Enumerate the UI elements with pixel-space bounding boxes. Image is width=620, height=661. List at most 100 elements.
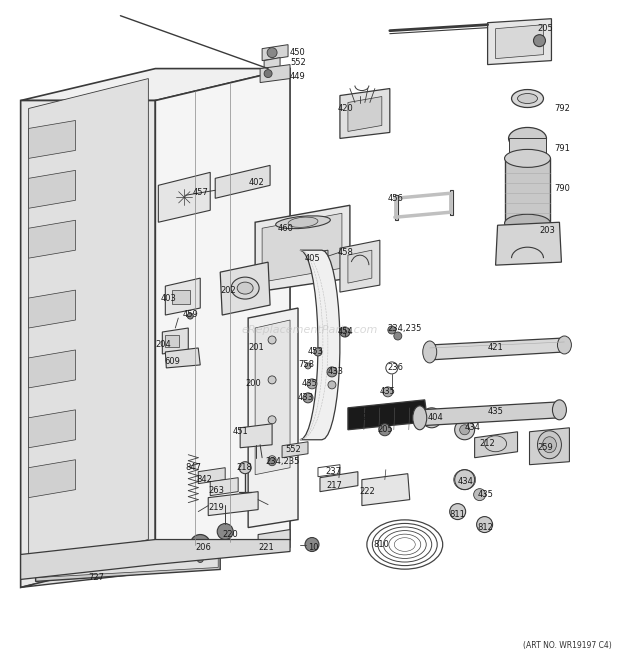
Polygon shape xyxy=(300,250,340,440)
Text: 552: 552 xyxy=(285,446,301,454)
Text: 421: 421 xyxy=(487,344,503,352)
Circle shape xyxy=(268,457,276,466)
Ellipse shape xyxy=(538,431,562,459)
Circle shape xyxy=(268,376,276,384)
Circle shape xyxy=(190,535,210,555)
Polygon shape xyxy=(348,250,372,283)
Text: 202: 202 xyxy=(220,286,236,295)
Polygon shape xyxy=(210,478,238,496)
Polygon shape xyxy=(198,468,225,484)
Polygon shape xyxy=(20,69,290,100)
Ellipse shape xyxy=(231,277,259,299)
Polygon shape xyxy=(248,308,298,527)
Circle shape xyxy=(328,381,336,389)
Text: 10: 10 xyxy=(308,543,319,552)
Ellipse shape xyxy=(552,400,567,420)
Text: 259: 259 xyxy=(538,444,553,452)
Polygon shape xyxy=(20,100,156,588)
Text: 792: 792 xyxy=(554,104,570,113)
Polygon shape xyxy=(260,65,290,83)
Text: 201: 201 xyxy=(248,344,264,352)
Polygon shape xyxy=(29,220,76,258)
Polygon shape xyxy=(29,120,76,159)
Polygon shape xyxy=(166,278,200,315)
Text: 433: 433 xyxy=(328,368,344,376)
Text: 234,235: 234,235 xyxy=(388,323,422,332)
Text: 435: 435 xyxy=(302,379,318,389)
Polygon shape xyxy=(487,19,551,65)
Polygon shape xyxy=(362,474,410,506)
Text: 402: 402 xyxy=(248,178,264,187)
Ellipse shape xyxy=(276,216,330,229)
Text: 404: 404 xyxy=(428,413,443,422)
Ellipse shape xyxy=(288,217,318,227)
Circle shape xyxy=(217,524,233,539)
Text: 609: 609 xyxy=(164,358,180,366)
Text: eReplacementParts.com: eReplacementParts.com xyxy=(242,325,378,336)
Text: 205: 205 xyxy=(538,24,553,33)
Text: 237: 237 xyxy=(325,467,341,476)
Polygon shape xyxy=(29,171,76,208)
Circle shape xyxy=(459,425,469,435)
Circle shape xyxy=(477,517,493,533)
Text: 219: 219 xyxy=(208,503,224,512)
Polygon shape xyxy=(395,195,398,220)
Polygon shape xyxy=(156,69,290,555)
Ellipse shape xyxy=(413,406,427,430)
Circle shape xyxy=(485,406,498,418)
Polygon shape xyxy=(255,206,350,292)
Polygon shape xyxy=(320,472,358,492)
Text: 810: 810 xyxy=(374,540,390,549)
Text: 459: 459 xyxy=(182,309,198,319)
Polygon shape xyxy=(348,400,428,430)
Circle shape xyxy=(303,393,313,403)
Text: 200: 200 xyxy=(245,379,261,389)
Text: 217: 217 xyxy=(326,481,342,490)
Polygon shape xyxy=(220,262,270,315)
Circle shape xyxy=(427,413,436,423)
Text: 212: 212 xyxy=(480,440,495,448)
Circle shape xyxy=(422,408,441,428)
Circle shape xyxy=(388,326,396,334)
Text: 222: 222 xyxy=(360,487,376,496)
Text: 203: 203 xyxy=(539,225,556,235)
Ellipse shape xyxy=(512,89,544,108)
Polygon shape xyxy=(240,424,272,447)
Polygon shape xyxy=(430,338,564,360)
Circle shape xyxy=(264,69,272,77)
Text: 457: 457 xyxy=(192,188,208,197)
Circle shape xyxy=(383,387,393,397)
Polygon shape xyxy=(166,348,200,368)
Circle shape xyxy=(268,455,276,464)
Text: 206: 206 xyxy=(195,543,211,552)
Text: 205: 205 xyxy=(378,425,394,434)
Polygon shape xyxy=(35,551,220,582)
Ellipse shape xyxy=(542,437,556,453)
Polygon shape xyxy=(262,45,288,61)
Text: 220: 220 xyxy=(222,530,238,539)
Text: 727: 727 xyxy=(89,573,105,582)
Polygon shape xyxy=(158,173,210,222)
Bar xyxy=(172,290,190,304)
Polygon shape xyxy=(450,190,453,215)
Polygon shape xyxy=(264,58,280,71)
Text: 449: 449 xyxy=(290,72,306,81)
Polygon shape xyxy=(258,529,290,551)
Text: 456: 456 xyxy=(388,194,404,203)
Circle shape xyxy=(327,367,337,377)
Text: 453: 453 xyxy=(308,348,324,356)
Polygon shape xyxy=(420,402,559,426)
Text: 552: 552 xyxy=(290,58,306,67)
Polygon shape xyxy=(20,539,290,588)
Text: (ART NO. WR19197 C4): (ART NO. WR19197 C4) xyxy=(523,641,611,650)
Circle shape xyxy=(454,420,475,440)
Text: 204: 204 xyxy=(156,340,171,350)
Text: 434: 434 xyxy=(464,423,480,432)
Polygon shape xyxy=(340,240,380,292)
Text: 433: 433 xyxy=(298,393,314,403)
Ellipse shape xyxy=(518,94,538,104)
Circle shape xyxy=(340,327,350,337)
Polygon shape xyxy=(529,428,569,465)
Circle shape xyxy=(379,424,391,436)
Polygon shape xyxy=(29,410,76,447)
